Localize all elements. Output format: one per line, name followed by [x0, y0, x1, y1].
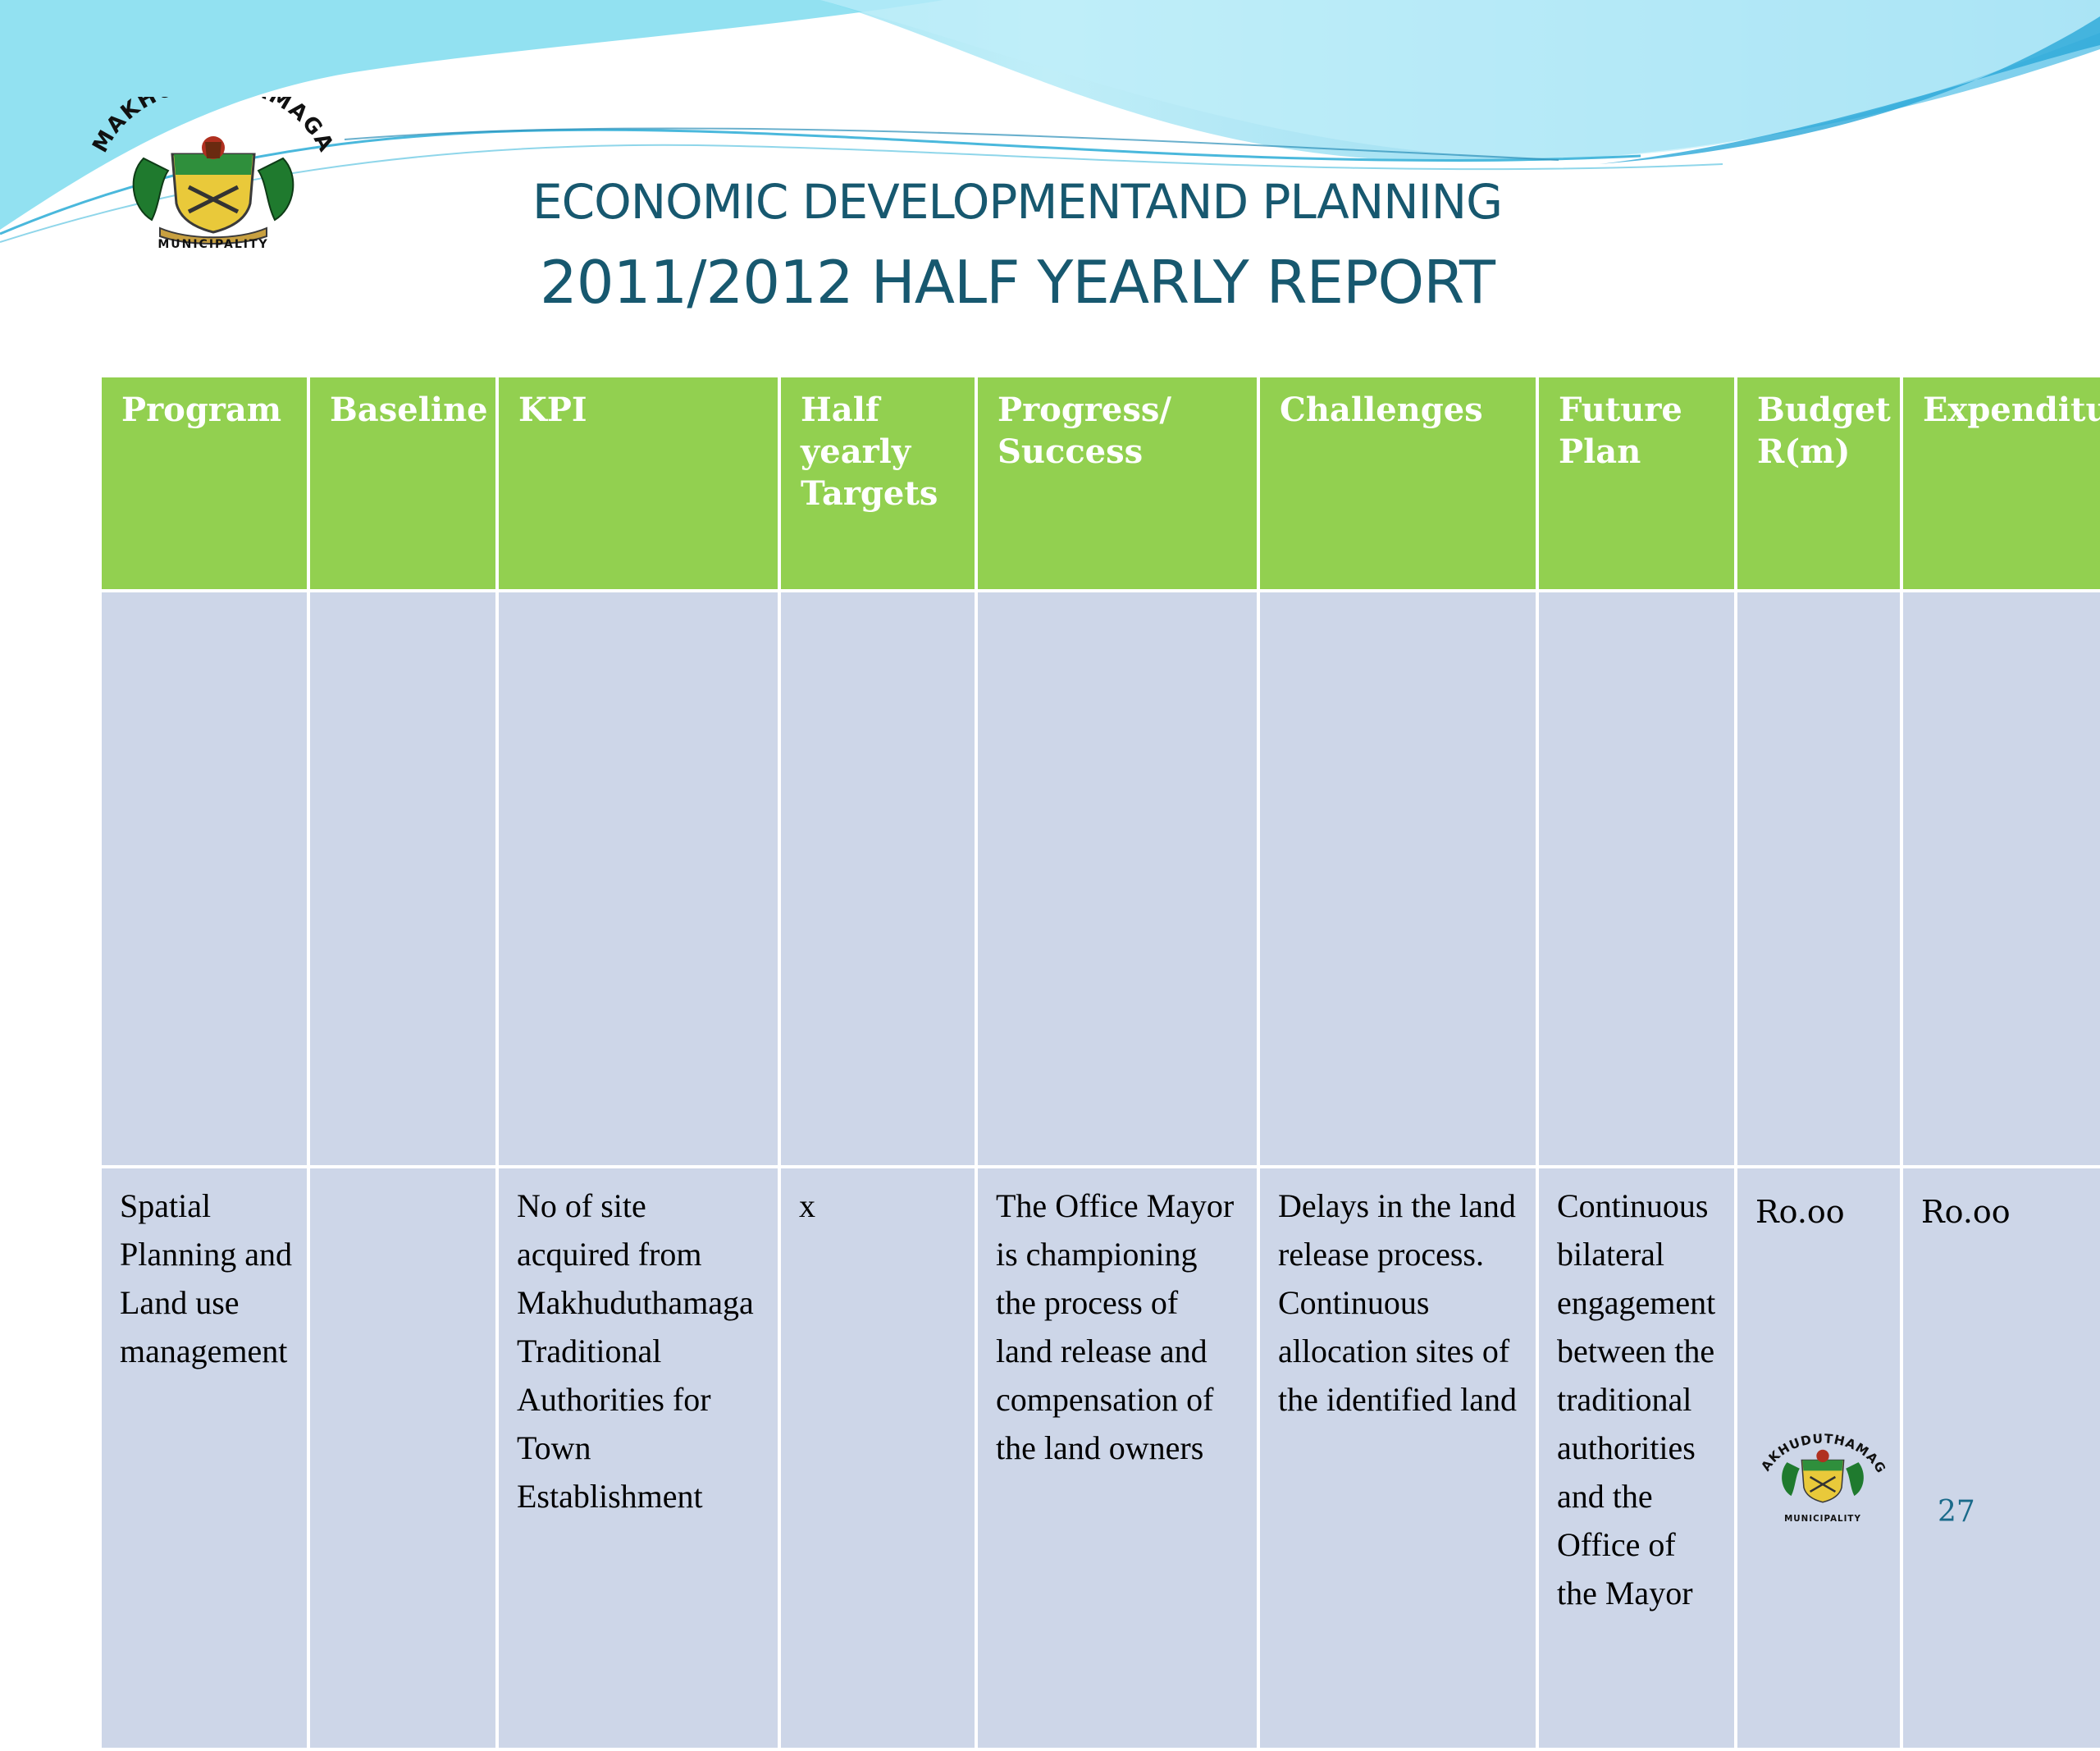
header-wave-decoration [0, 0, 2100, 243]
slide-title: ECONOMIC DEVELOPMENTAND PLANNING [532, 174, 1503, 230]
cell-progress-success: The Office Mayor is championing the proc… [975, 1165, 1260, 1751]
cell-future-plan: Continuous bilateral engagement between … [1536, 1165, 1737, 1751]
cell-baseline [307, 1165, 499, 1751]
header-budget: Budget R(m) [1734, 374, 1903, 592]
cell-expenditure: Ro.oo [1900, 1165, 2100, 1751]
header-baseline: Baseline [307, 374, 499, 592]
header-kpi: KPI [495, 374, 781, 592]
cell-kpi: No of site acquired from Makhuduthamaga … [495, 1165, 781, 1751]
header-future-plan: Future Plan [1536, 374, 1737, 592]
cell-half-yearly-targets: x [778, 1165, 978, 1751]
municipality-logo-small: MAKHUDUTHAMAGA MUNICIPALITY [1755, 1426, 1890, 1528]
table-header-row: Program Baseline KPI Half yearly Targets… [98, 374, 2100, 592]
header-half-yearly-targets: Half yearly Targets [778, 374, 978, 592]
header-program: Program [98, 374, 310, 592]
header-expenditure: Expenditure [1900, 374, 2100, 592]
header-progress-success: Progress/ Success [975, 374, 1260, 592]
report-table: Program Baseline KPI Half yearly Targets… [98, 374, 2100, 1751]
logo-small-bottom-text: MUNICIPALITY [1784, 1514, 1861, 1524]
cell-program: Spatial Planning and Land use management [98, 1165, 310, 1751]
slide-subtitle: 2011/2012 HALF YEARLY REPORT [540, 248, 1495, 317]
header-challenges: Challenges [1257, 374, 1539, 592]
logo-bottom-text: MUNICIPALITY [158, 238, 268, 251]
cell-challenges: Delays in the land release process. Cont… [1257, 1165, 1539, 1751]
municipality-logo: MAKHUDUTHAMAGA MUNICIPALITY [82, 97, 345, 251]
page-number: 27 [1938, 1495, 1975, 1529]
